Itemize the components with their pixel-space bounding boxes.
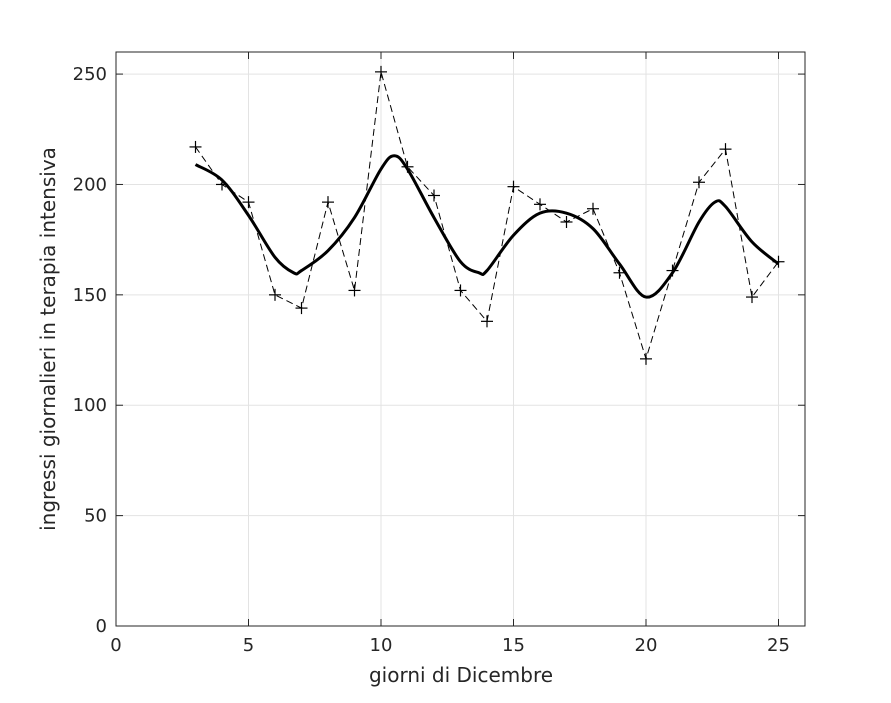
data-point-marker [507, 180, 520, 193]
plot-frame [115, 51, 806, 627]
data-point-marker [640, 352, 652, 365]
data-point-marker [454, 284, 467, 297]
data-point-marker [322, 196, 334, 209]
y-axis-label: ingressi giornalieri in terapia intensiv… [36, 147, 60, 531]
data-point-marker [534, 198, 546, 211]
x-axis-label: giorni di Dicembre [369, 663, 553, 687]
x-tick-label: 0 [110, 635, 121, 656]
y-tick-label: 250 [73, 64, 107, 85]
x-tick-label: 5 [243, 635, 254, 656]
data-point-marker [348, 284, 361, 297]
x-tick-label: 20 [635, 635, 658, 656]
y-tick-label: 200 [73, 174, 107, 195]
data-point-marker [189, 140, 202, 153]
y-tick-label: 150 [73, 285, 107, 306]
y-tick-label: 0 [96, 616, 107, 637]
data-point-marker [375, 65, 387, 78]
data-point-marker [693, 176, 705, 189]
data-point-marker [269, 288, 281, 301]
data-point-marker [242, 196, 255, 209]
y-tick-label: 100 [73, 395, 107, 416]
x-tick-label: 15 [502, 635, 525, 656]
axes [115, 51, 806, 627]
data-point-marker [613, 266, 626, 279]
data-point-marker [587, 202, 599, 215]
series-group [189, 65, 785, 365]
data-point-marker [295, 302, 308, 315]
data-point-marker [719, 143, 732, 156]
series-line-smooth [194, 154, 780, 299]
x-tick-label: 25 [767, 635, 790, 656]
data-point-marker [481, 315, 493, 328]
data-point-marker [746, 291, 758, 304]
data-point-marker [560, 215, 573, 228]
x-tick-label: 10 [370, 635, 393, 656]
y-tick-label: 50 [84, 506, 107, 527]
data-point-marker [428, 189, 440, 202]
